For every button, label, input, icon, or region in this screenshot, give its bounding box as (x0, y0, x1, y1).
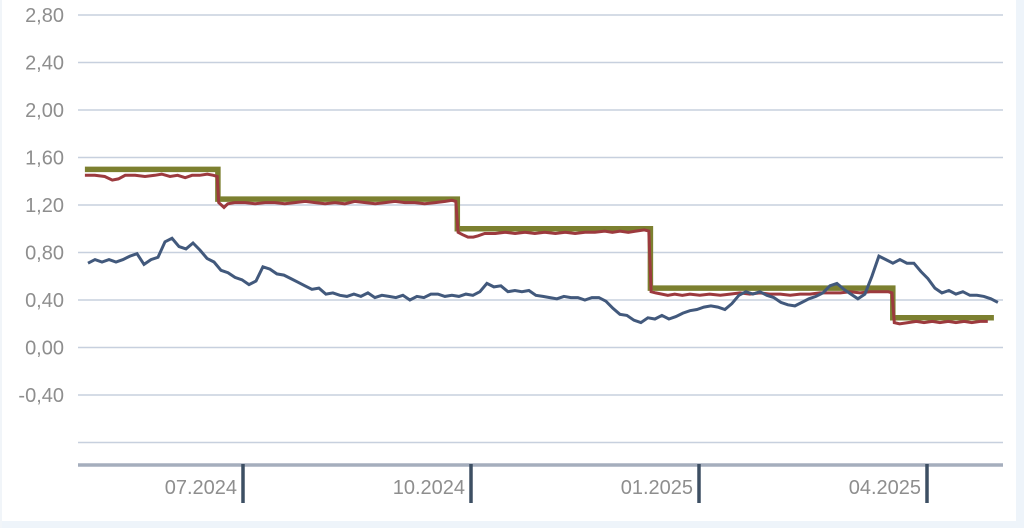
y-axis-label: 2,40 (25, 53, 64, 75)
y-axis-label: 1,60 (25, 148, 64, 170)
x-axis-label: 10.2024 (393, 477, 465, 499)
page-edge-bottom (0, 521, 1024, 528)
y-axis-label: 2,00 (25, 100, 64, 122)
x-axis-label: 01.2025 (621, 477, 693, 499)
slate-blue-series-line (87, 236, 999, 325)
y-axis-label: 0,80 (25, 243, 64, 265)
y-axis-label: 0,40 (25, 290, 64, 312)
chart-series (84, 166, 999, 326)
x-axis-label: 04.2025 (849, 477, 921, 499)
x-axis-label: 07.2024 (165, 477, 237, 499)
y-axis-label: 0,00 (25, 338, 64, 360)
y-axis-label: 1,20 (25, 195, 64, 217)
page-edge-left (0, 0, 2, 528)
gridlines (78, 14, 1003, 444)
x-axis (78, 463, 1003, 503)
axis-labels: 2,80 2,40 2,00 1,60 1,20 0,80 0,40 0,00 -0,40 07.… (18, 5, 921, 499)
y-axis-label: -0,40 (18, 385, 64, 407)
y-axis-label: 2,80 (25, 5, 64, 27)
page-edge-right (1016, 0, 1024, 528)
